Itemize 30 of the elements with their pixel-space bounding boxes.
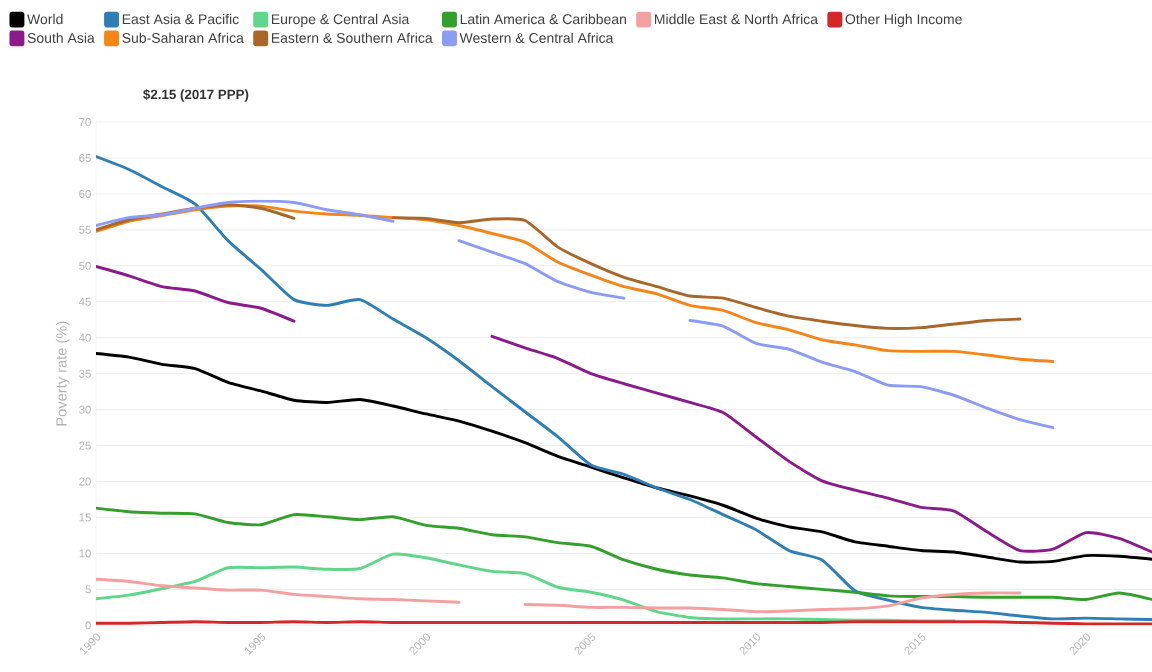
line-series: [96, 506, 1152, 601]
legend-label: East Asia & Pacific: [122, 13, 239, 25]
line-series: [96, 155, 1152, 622]
y-tick-label: 15: [79, 513, 91, 522]
legend-label: Other High Income: [845, 13, 962, 27]
y-axis-title: Poverty rate (%): [55, 321, 70, 426]
y-tick-label: 50: [79, 261, 91, 270]
y-tick-label: 55: [79, 225, 91, 234]
chart-title: $2.15 (2017 PPP): [143, 89, 249, 102]
y-tick-label: 10: [79, 549, 91, 558]
y-tick-label: 25: [79, 441, 91, 450]
y-tick-label: 65: [79, 153, 91, 162]
y-tick-label: 35: [79, 369, 91, 378]
legend-label: Eastern & Southern Africa: [271, 32, 433, 43]
legend-label: World: [27, 13, 63, 25]
line-series: [96, 352, 1152, 564]
y-tick-label: 20: [79, 477, 91, 486]
legend-label: Sub-Saharan Africa: [122, 32, 244, 43]
y-tick-label: 5: [85, 585, 91, 594]
y-tick-label: 60: [79, 189, 91, 198]
y-tick-label: 0: [85, 621, 91, 630]
y-tick-label: 40: [78, 333, 91, 342]
legend-label: Middle East & North Africa: [655, 13, 818, 25]
legend-label: Europe & Central Asia: [271, 13, 410, 27]
legend-label: Western & Central Africa: [459, 32, 614, 43]
y-tick-label: 70: [79, 118, 91, 127]
y-tick-label: 45: [78, 297, 91, 306]
y-tick-label: 30: [79, 405, 91, 414]
legend-label: Latin America & Caribbean: [460, 13, 626, 25]
legend-label: South Asia: [27, 32, 95, 43]
